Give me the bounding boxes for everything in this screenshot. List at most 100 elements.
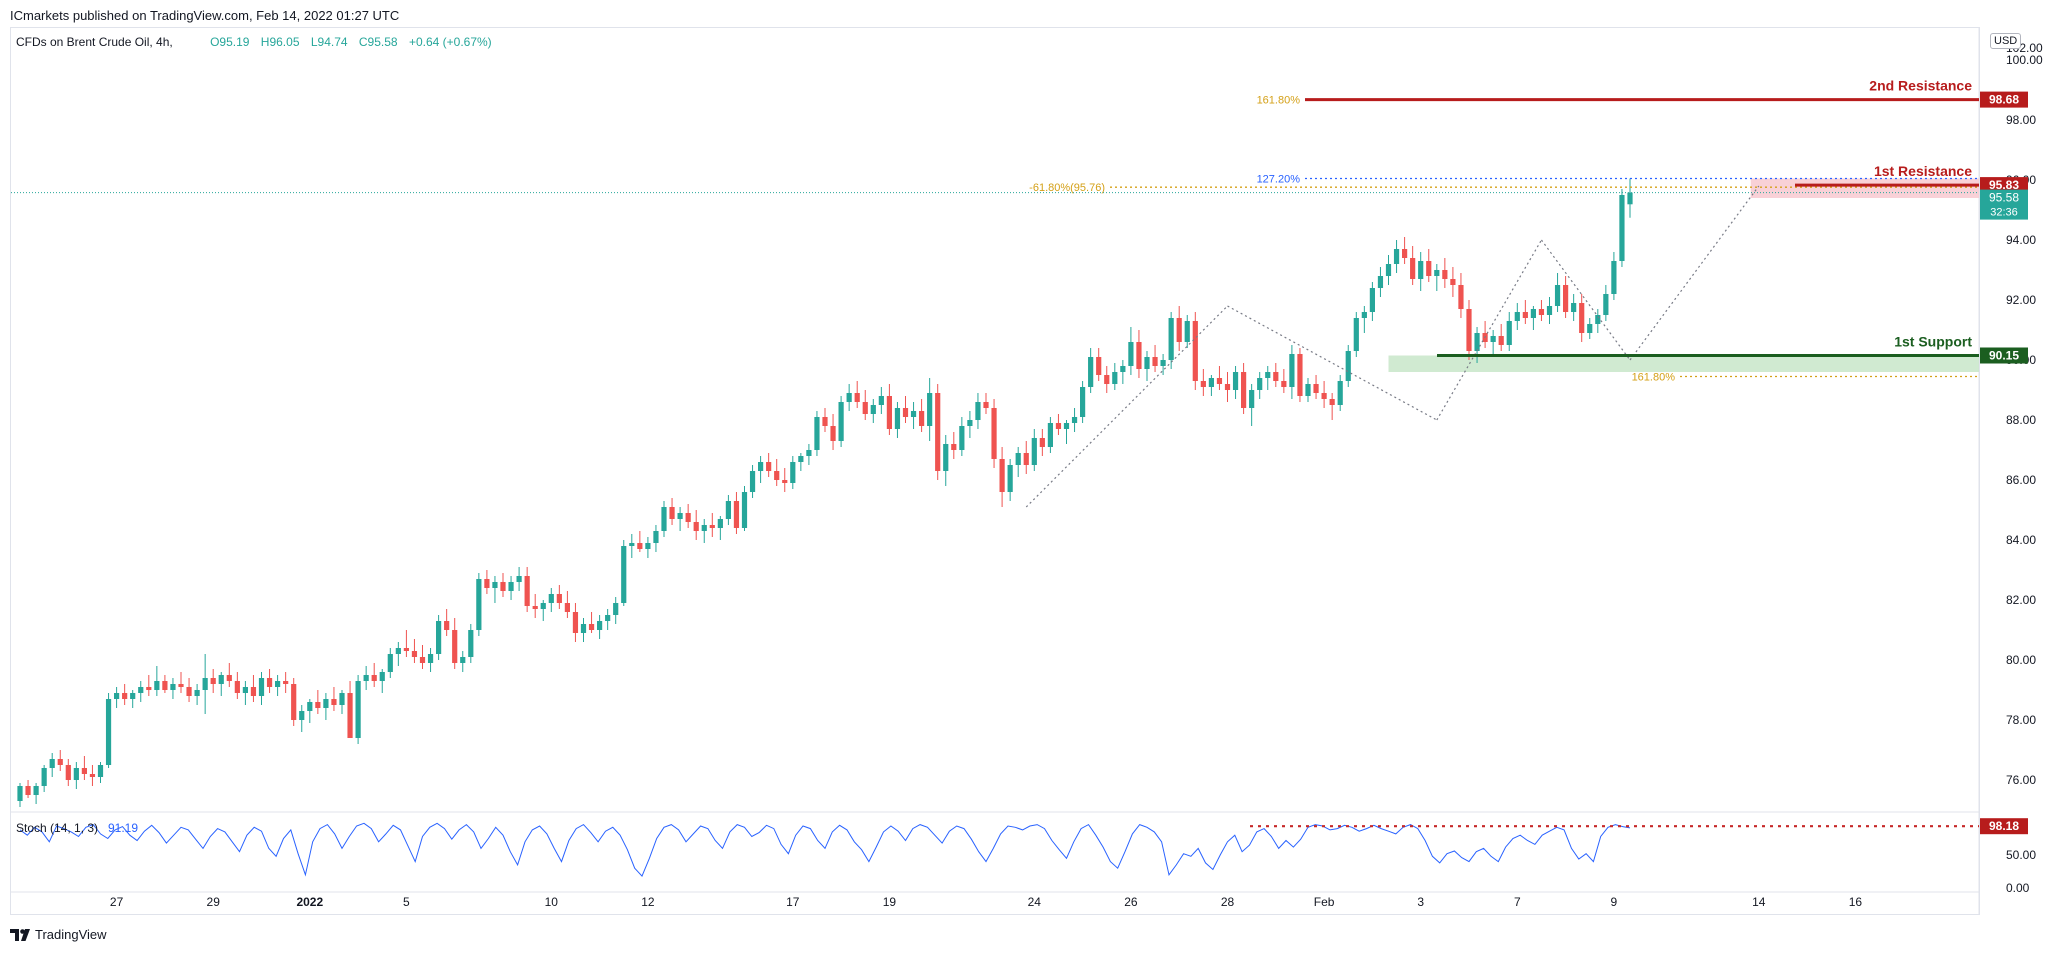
candle-up [1063,423,1070,429]
candle-down [556,594,562,603]
tradingview-brand: TradingView [35,927,107,942]
candle-up [1385,264,1392,276]
candle-up [17,786,23,801]
candle-up [1361,312,1367,318]
candle-down [774,471,780,480]
candle-up [307,702,313,711]
time-tick-label: 12 [641,895,655,909]
time-tick-label: 28 [1221,895,1235,909]
candle-up [73,768,79,780]
candle-down [186,687,192,696]
time-tick-label: 26 [1124,895,1138,909]
candle-down [830,426,836,441]
current-price-label: 95.58 [1989,191,2019,205]
candle-up [379,672,385,681]
candle-up [1232,372,1239,390]
candle-up [218,675,224,684]
candle-up [427,654,434,663]
candle-down [1442,270,1448,279]
candle-down [685,513,691,522]
candle-down [283,681,289,684]
candle-down [331,699,337,705]
candle-down [1321,393,1327,399]
candle-down [524,576,530,606]
candle-up [323,699,329,708]
price-tick-label: 100.00 [2006,53,2043,67]
candle-up [1595,315,1601,324]
candle-up [1088,357,1094,387]
time-tick-label: 29 [207,895,221,909]
candle-down [1216,378,1223,384]
candle-up [1369,288,1375,312]
pattern-segment [1540,239,1631,361]
price-tick-label: 88.00 [2006,413,2036,427]
candle-down [65,765,71,780]
candle-down [1313,384,1319,393]
candle-up [1393,249,1400,264]
symbol-name: CFDs on Brent Crude Oil, 4h, [16,35,173,49]
candle-up [1120,366,1126,372]
candle-up [468,630,474,657]
fib-label: -61.80%(95.76) [1029,182,1105,194]
ohlc-low: L94.74 [310,35,348,49]
candle-up [838,402,844,441]
tradingview-logo[interactable]: TradingView [10,927,107,942]
time-tick-label: 9 [1611,895,1618,909]
candle-down [862,402,868,414]
candle-down [146,687,152,690]
candle-down [1104,375,1110,384]
candle-down [1563,285,1569,312]
candle-up [661,507,667,531]
level-name: 1st Support [1894,334,1972,350]
candle-up [1168,318,1174,360]
candle-up [605,615,611,621]
candle-up [1080,387,1086,417]
time-tick-label: 2022 [296,895,323,909]
stochastic-value: 91.19 [108,821,138,835]
candle-up [1571,303,1577,312]
candle-down [57,759,63,765]
currency-button[interactable]: USD [1990,33,2022,49]
candle-down [25,786,31,795]
candle-up [597,621,603,630]
candle-down [733,501,740,528]
time-tick-label: 27 [110,895,124,909]
candle-down [1498,336,1504,345]
candle-up [653,531,659,543]
candle-down [991,408,997,459]
candle-up [33,786,39,795]
candle-down [669,507,675,519]
candle-up [130,693,136,699]
candle-up [1627,192,1633,205]
candle-up [967,420,973,426]
stochastic-tick-label: 0.00 [2006,881,2030,895]
candle-down [1023,453,1029,465]
candle-down [1426,261,1432,276]
candle-up [1603,294,1609,315]
candle-up [1587,324,1593,333]
candle-up [645,543,651,549]
candle-up [1265,372,1271,378]
candle-up [629,543,635,546]
candle-up [41,768,47,786]
candle-down [419,657,426,663]
candle-up [580,624,587,633]
candle-down [1152,357,1158,366]
publisher-line: ICmarkets published on TradingView.com, … [10,8,400,23]
candle-up [436,621,442,654]
candle-up [1611,261,1617,294]
price-tick-label: 76.00 [2006,773,2036,787]
candle-up [1474,333,1480,351]
candle-down [1281,381,1287,387]
candle-up [814,417,820,450]
candle-up [540,603,546,609]
candle-up [355,681,361,738]
candle-up [492,582,498,588]
stochastic-level-badge [1980,818,2028,835]
candle-up [508,582,514,591]
candle-up [1305,384,1311,396]
price-tick-label: 94.00 [2006,233,2036,247]
candle-up [1047,423,1053,447]
candle-up [395,648,401,654]
